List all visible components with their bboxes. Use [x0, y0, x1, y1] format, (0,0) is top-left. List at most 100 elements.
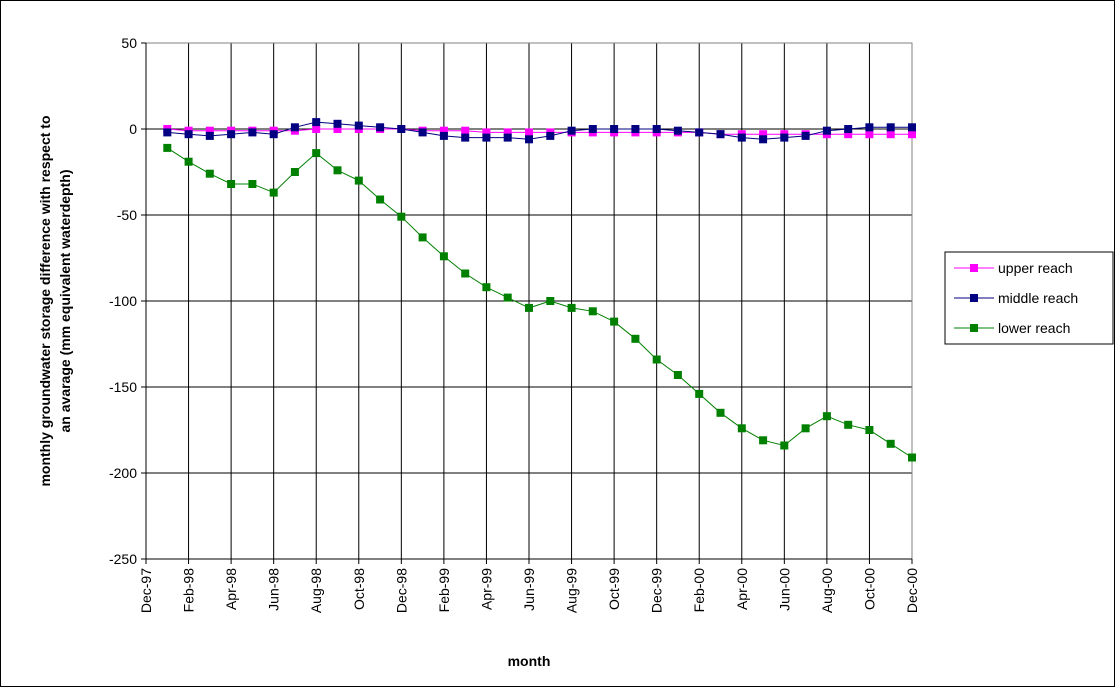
data-point: [163, 128, 172, 137]
x-tick-label: Apr-98: [223, 568, 239, 610]
data-point: [227, 130, 236, 139]
y-tick-label: -50: [117, 207, 137, 223]
data-point: [759, 130, 768, 139]
data-point: [610, 317, 619, 326]
data-point: [610, 125, 619, 133]
data-point: [418, 128, 427, 137]
data-point: [865, 130, 874, 139]
data-point: [290, 123, 299, 132]
data-point: [376, 195, 385, 204]
x-tick-label: Apr-99: [478, 568, 494, 610]
data-point: [908, 130, 916, 139]
data-point: [333, 125, 342, 133]
x-axis-title: month: [508, 653, 551, 669]
data-point: [439, 126, 448, 135]
data-point: [482, 283, 491, 292]
y-tick-label: -250: [109, 551, 137, 567]
x-tick-label: Dec-98: [393, 568, 409, 613]
x-tick-label: Aug-98: [308, 568, 324, 613]
x-tick-label: Feb-99: [436, 568, 452, 613]
data-point: [652, 355, 661, 364]
data-point: [312, 118, 321, 127]
data-point: [418, 233, 427, 242]
data-point: [801, 424, 810, 433]
data-point: [482, 128, 491, 137]
data-point: [205, 126, 214, 135]
data-point: [269, 130, 278, 139]
data-point: [227, 180, 236, 188]
y-tick-label: -100: [109, 293, 137, 309]
legend: upper reach middle reach lower reach: [944, 251, 1114, 345]
data-point: [844, 125, 853, 133]
data-point: [822, 412, 831, 421]
data-point: [801, 131, 810, 140]
data-point: [461, 269, 470, 278]
y-axis-title-line1: monthly groundwater storage difference w…: [37, 115, 53, 486]
data-point: [588, 125, 597, 133]
data-point: [163, 143, 172, 152]
data-point: [886, 123, 895, 132]
data-point: [737, 133, 746, 142]
data-point: [205, 169, 214, 178]
data-point: [822, 126, 831, 135]
legend-marker-lower-reach: [970, 324, 978, 332]
data-point: [759, 135, 768, 144]
data-point: [269, 188, 278, 197]
x-tick-label: Dec-99: [649, 568, 665, 613]
x-tick-label: Jun-99: [521, 568, 537, 611]
data-point: [397, 212, 406, 221]
data-point: [184, 130, 193, 139]
data-point: [482, 133, 491, 142]
data-point: [716, 408, 725, 417]
data-point: [546, 297, 555, 305]
data-point: [695, 389, 704, 398]
data-point: [290, 168, 299, 176]
data-point: [737, 424, 746, 433]
x-tick-label: Apr-00: [734, 568, 750, 610]
data-point: [716, 130, 725, 139]
series-middle-reach: [163, 118, 916, 144]
data-point: [503, 128, 512, 137]
data-point: [844, 420, 853, 429]
data-point: [461, 133, 470, 142]
data-point: [652, 125, 661, 133]
x-tick-label: Jun-00: [776, 568, 792, 611]
data-point: [844, 130, 853, 139]
data-point: [588, 307, 597, 316]
data-point: [461, 126, 470, 135]
data-point: [184, 157, 193, 166]
y-tick-label: 0: [129, 121, 137, 137]
data-point: [908, 123, 916, 132]
y-tick-label: 50: [121, 35, 137, 51]
legend-label-upper-reach: upper reach: [998, 260, 1073, 276]
data-point: [354, 176, 363, 185]
y-axis-title-group: monthly groundwater storage difference w…: [37, 115, 73, 486]
y-axis-ticks: 50 0 -50 -100 -150 -200 -250: [109, 35, 146, 567]
x-axis-ticks: Dec-97 Feb-98 Apr-98 Jun-98 Aug-98 Oct-98 Dec-…: [138, 559, 920, 613]
x-tick-label: Oct-00: [861, 568, 877, 610]
data-point: [567, 303, 576, 312]
data-point: [439, 131, 448, 140]
data-point: [567, 126, 576, 135]
y-tick-label: -200: [109, 465, 137, 481]
x-tick-label: Aug-99: [564, 568, 580, 613]
data-point: [397, 125, 406, 133]
data-point: [673, 371, 682, 379]
data-point: [333, 119, 342, 128]
data-point: [503, 133, 512, 142]
data-point: [312, 149, 321, 158]
legend-label-middle-reach: middle reach: [998, 290, 1078, 306]
data-point: [695, 128, 704, 137]
y-axis-title-line2: an avarage (mm equivalent waterdepth): [57, 170, 73, 433]
data-point: [248, 128, 257, 137]
data-point: [354, 121, 363, 130]
legend-label-lower-reach: lower reach: [998, 320, 1070, 336]
data-point: [631, 334, 640, 343]
data-point: [525, 303, 533, 312]
data-point: [248, 180, 257, 188]
data-point: [886, 439, 895, 448]
x-tick-label: Dec-97: [138, 568, 154, 613]
x-tick-label: Feb-98: [181, 568, 197, 613]
